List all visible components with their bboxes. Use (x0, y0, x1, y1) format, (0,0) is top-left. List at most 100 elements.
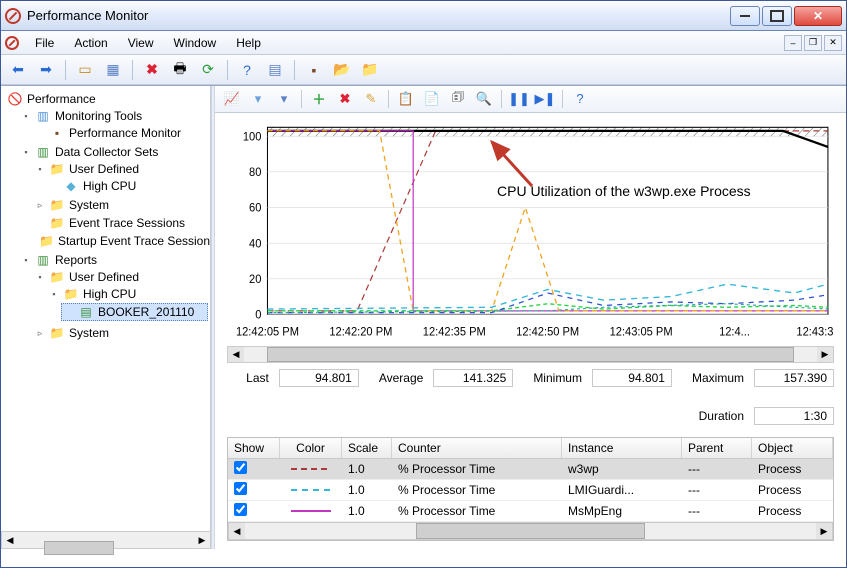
scroll-left-button[interactable]: ◀ (229, 523, 245, 539)
table-scrollbar[interactable]: ◀ ▶ (228, 522, 833, 540)
tree-reports-user-defined[interactable]: ▪ 📁 User Defined (33, 269, 208, 285)
add-counter-button[interactable]: ＋ (308, 88, 330, 110)
scroll-thumb[interactable] (416, 523, 644, 539)
tree-data-collector-sets[interactable]: ▪ ▥ Data Collector Sets (19, 144, 208, 160)
delete-button[interactable]: ✖ (141, 59, 163, 81)
expander-icon[interactable]: ▪ (35, 272, 45, 282)
properties-pane-button[interactable]: ▦ (102, 59, 124, 81)
forward-button[interactable]: ➡ (35, 59, 57, 81)
tree-label: Data Collector Sets (55, 145, 158, 159)
perfmon-icon: 🚫 (7, 92, 23, 106)
menu-view[interactable]: View (120, 33, 162, 53)
tree-event-trace[interactable]: 📁 Event Trace Sessions (33, 215, 208, 231)
titlebar: Performance Monitor (1, 1, 846, 31)
menu-file[interactable]: File (27, 33, 62, 53)
main-window: Performance Monitor File Action View Win… (0, 0, 847, 568)
folder-button[interactable]: 📁 (359, 59, 381, 81)
table-row[interactable]: 1.0% Processor Timew3wp---Process (228, 459, 833, 480)
table-row[interactable]: 1.0% Processor TimeLMIGuardi...---Proces… (228, 480, 833, 501)
tree-performance-monitor[interactable]: ▪ Performance Monitor (33, 125, 208, 141)
scroll-left-button[interactable]: ◀ (2, 535, 18, 546)
scroll-track[interactable] (245, 523, 816, 539)
menu-help[interactable]: Help (228, 33, 269, 53)
header-scale[interactable]: Scale (342, 438, 392, 458)
mdi-minimize-button[interactable]: – (784, 35, 802, 51)
header-color[interactable]: Color (280, 438, 342, 458)
svg-text:60: 60 (249, 202, 261, 214)
tree-startup-trace[interactable]: 📁 Startup Event Trace Sessions (33, 233, 208, 249)
header-counter[interactable]: Counter (392, 438, 562, 458)
close-button[interactable] (794, 6, 842, 26)
scroll-track[interactable] (244, 347, 817, 362)
highlight-button[interactable]: ✎ (360, 88, 382, 110)
expander-icon[interactable]: ▪ (21, 147, 31, 157)
tree-user-defined[interactable]: ▪ 📁 User Defined (33, 161, 208, 177)
header-object[interactable]: Object (752, 438, 833, 458)
expander-icon[interactable]: ▹ (35, 200, 45, 211)
refresh-button[interactable]: ⟳ (197, 59, 219, 81)
time-scrollbar[interactable]: ◀ ▶ (227, 346, 834, 363)
scroll-right-button[interactable]: ▶ (817, 347, 833, 362)
options-button[interactable]: ▤ (264, 59, 286, 81)
monitor-small-icon: ▪ (49, 126, 65, 140)
header-show[interactable]: Show (228, 438, 280, 458)
menu-window[interactable]: Window (166, 33, 225, 53)
expander-icon[interactable]: ▪ (21, 255, 31, 265)
tree-root[interactable]: 🚫 Performance (5, 91, 208, 107)
table-row[interactable]: 1.0% Processor TimeMsMpEng---Process (228, 501, 833, 522)
show-hide-tree-button[interactable]: ▭ (74, 59, 96, 81)
help-button[interactable]: ? (236, 59, 258, 81)
counter-cell: % Processor Time (392, 460, 562, 478)
tree-reports-high-cpu[interactable]: ▪ 📁 High CPU (47, 286, 208, 302)
max-value: 157.390 (754, 369, 834, 387)
remove-counter-button[interactable]: ✖ (334, 88, 356, 110)
properties-button[interactable]: 🗊 (447, 88, 469, 110)
counter-table: Show Color Scale Counter Instance Parent… (227, 437, 834, 541)
maximize-button[interactable] (762, 6, 792, 26)
tree-high-cpu[interactable]: ◆ High CPU (47, 178, 208, 194)
expander-icon[interactable]: ▪ (21, 111, 31, 121)
scroll-right-button[interactable]: ▶ (816, 523, 832, 539)
copy-button[interactable]: 📋 (395, 88, 417, 110)
avg-label: Average (379, 371, 423, 385)
header-instance[interactable]: Instance (562, 438, 682, 458)
menu-action[interactable]: Action (66, 33, 115, 53)
mdi-restore-button[interactable]: ❐ (804, 35, 822, 51)
folder-open-button[interactable]: 📂 (331, 59, 353, 81)
update-button[interactable]: ▶❚ (534, 88, 556, 110)
expander-icon[interactable]: ▪ (35, 164, 45, 174)
view-histogram-button[interactable]: ▾ (247, 88, 269, 110)
view-report-button[interactable]: ▾ (273, 88, 295, 110)
print-button[interactable]: 🖶 (169, 59, 191, 81)
show-checkbox[interactable] (234, 482, 247, 495)
tree-monitoring-tools[interactable]: ▪ ▥ Monitoring Tools (19, 108, 208, 124)
tree-reports[interactable]: ▪ ▥ Reports (19, 252, 208, 268)
tree-report-file[interactable]: ▤ BOOKER_201110 (61, 303, 208, 321)
tree-system[interactable]: ▹ 📁 System (33, 197, 208, 213)
folder-icon: 📁 (49, 216, 65, 230)
show-checkbox[interactable] (234, 461, 247, 474)
zoom-button[interactable]: 🔍 (473, 88, 495, 110)
tree-reports-system[interactable]: ▹ 📁 System (33, 325, 208, 341)
mdi-close-button[interactable]: ✕ (824, 35, 842, 51)
folder-icon: 📁 (49, 326, 65, 340)
freeze-button[interactable]: ❚❚ (508, 88, 530, 110)
expander-icon[interactable]: ▹ (35, 328, 45, 339)
back-button[interactable]: ⬅ (7, 59, 29, 81)
expander-icon[interactable]: ▪ (49, 289, 59, 299)
view-chart-button[interactable]: 📈 (221, 88, 243, 110)
min-label: Minimum (533, 371, 582, 385)
scroll-thumb[interactable] (44, 541, 114, 555)
show-checkbox[interactable] (234, 503, 247, 516)
minimize-button[interactable] (730, 6, 760, 26)
monitor-icon[interactable]: ▪ (303, 59, 325, 81)
detail-help-button[interactable]: ? (569, 88, 591, 110)
tree-label: Startup Event Trace Sessions (58, 234, 211, 248)
scroll-thumb[interactable] (267, 347, 794, 362)
header-parent[interactable]: Parent (682, 438, 752, 458)
scroll-left-button[interactable]: ◀ (228, 347, 244, 362)
paste-button[interactable]: 📄 (421, 88, 443, 110)
mdi-controls: – ❐ ✕ (784, 35, 842, 51)
tree-h-scrollbar[interactable]: ◀ ▶ (1, 531, 211, 549)
scroll-right-button[interactable]: ▶ (194, 535, 210, 546)
